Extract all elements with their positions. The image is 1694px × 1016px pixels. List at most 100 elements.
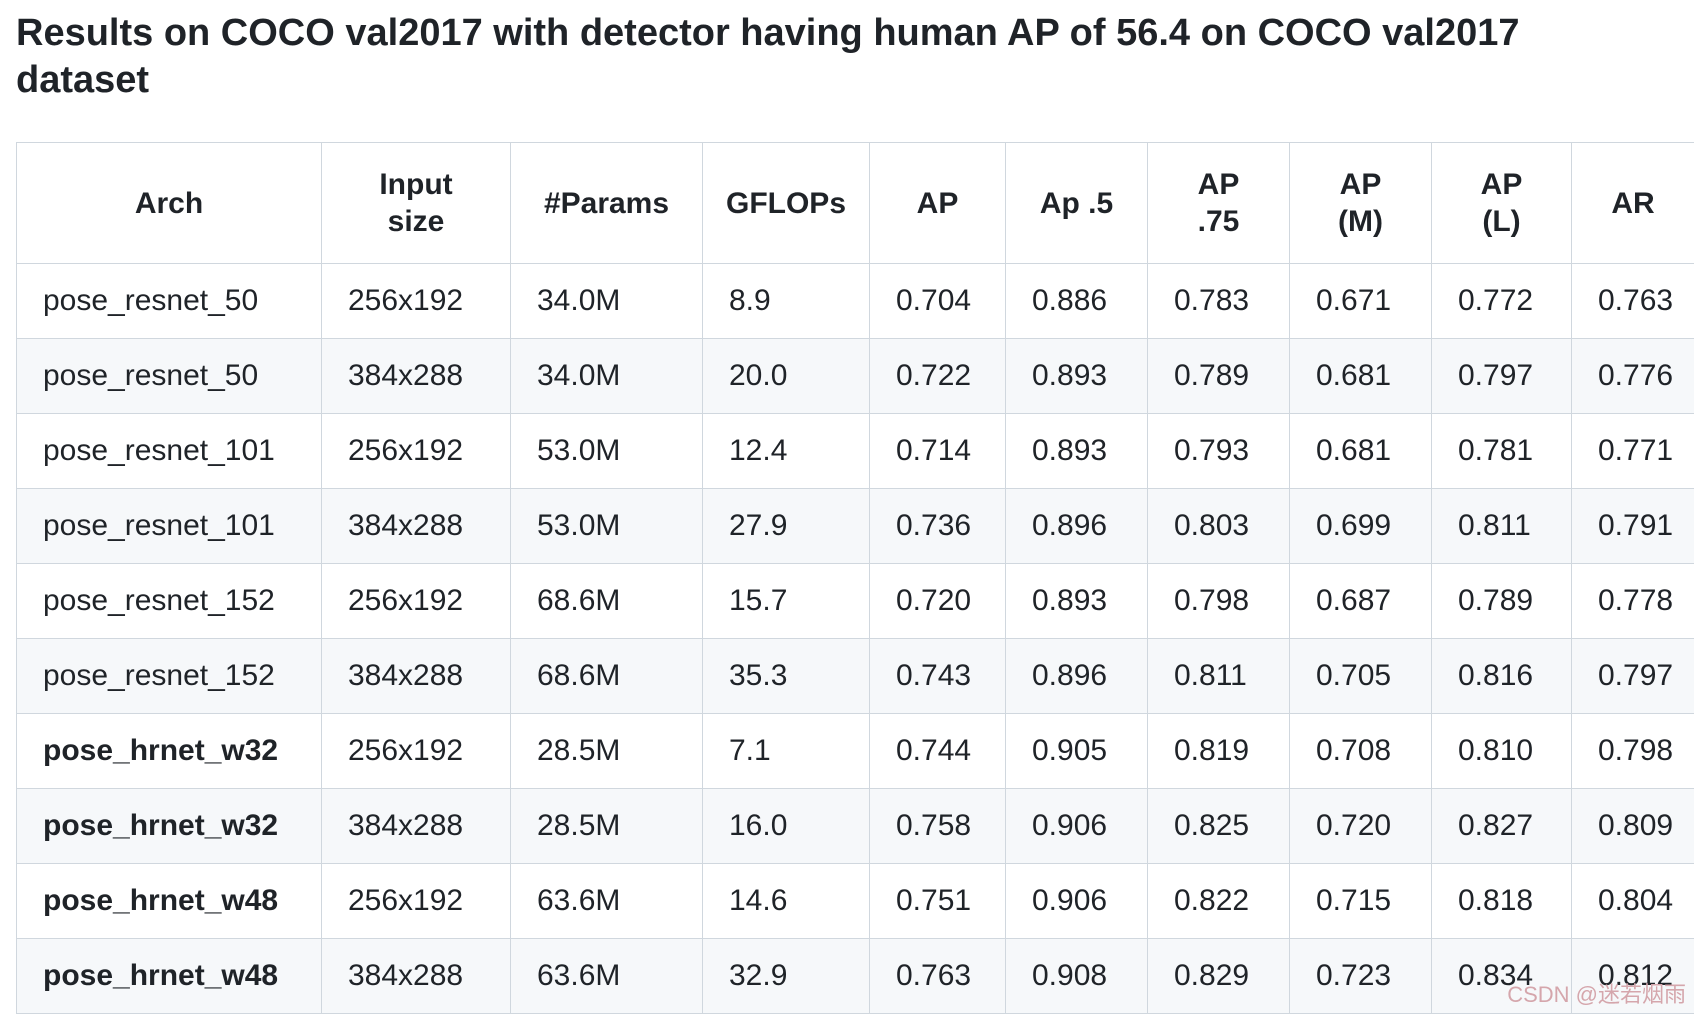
value-cell: 0.829 xyxy=(1148,939,1290,1014)
value-cell: 384x288 xyxy=(322,339,511,414)
value-cell: 0.778 xyxy=(1572,564,1694,639)
value-cell: 0.803 xyxy=(1148,489,1290,564)
value-cell: 256x192 xyxy=(322,414,511,489)
column-header-params: #Params xyxy=(511,143,703,264)
value-cell: 0.793 xyxy=(1148,414,1290,489)
arch-cell: pose_resnet_50 xyxy=(17,339,322,414)
value-cell: 0.751 xyxy=(870,864,1006,939)
value-cell: 0.809 xyxy=(1572,789,1694,864)
value-cell: 34.0M xyxy=(511,264,703,339)
value-cell: 0.893 xyxy=(1006,339,1148,414)
value-cell: 0.763 xyxy=(870,939,1006,1014)
value-cell: 0.896 xyxy=(1006,639,1148,714)
arch-cell: pose_resnet_152 xyxy=(17,639,322,714)
column-header-ap-m: AP (M) xyxy=(1290,143,1432,264)
value-cell: 34.0M xyxy=(511,339,703,414)
value-cell: 0.804 xyxy=(1572,864,1694,939)
arch-cell: pose_resnet_101 xyxy=(17,414,322,489)
value-cell: 63.6M xyxy=(511,864,703,939)
value-cell: 20.0 xyxy=(703,339,870,414)
value-cell: 63.6M xyxy=(511,939,703,1014)
arch-cell: pose_hrnet_w48 xyxy=(17,864,322,939)
value-cell: 0.743 xyxy=(870,639,1006,714)
value-cell: 0.781 xyxy=(1432,414,1572,489)
table-header: Arch Input size #Params GFLOPs AP Ap .5 … xyxy=(17,143,1694,264)
value-cell: 0.893 xyxy=(1006,564,1148,639)
value-cell: 0.798 xyxy=(1572,714,1694,789)
value-cell: 0.744 xyxy=(870,714,1006,789)
column-header-ap75: AP .75 xyxy=(1148,143,1290,264)
value-cell: 68.6M xyxy=(511,639,703,714)
value-cell: 0.798 xyxy=(1148,564,1290,639)
document-content: Results on COCO val2017 with detector ha… xyxy=(16,10,1694,1014)
value-cell: 27.9 xyxy=(703,489,870,564)
value-cell: 0.886 xyxy=(1006,264,1148,339)
value-cell: 32.9 xyxy=(703,939,870,1014)
value-cell: 0.723 xyxy=(1290,939,1432,1014)
arch-cell: pose_hrnet_w32 xyxy=(17,789,322,864)
value-cell: 8.9 xyxy=(703,264,870,339)
value-cell: 0.772 xyxy=(1432,264,1572,339)
value-cell: 12.4 xyxy=(703,414,870,489)
value-cell: 53.0M xyxy=(511,414,703,489)
value-cell: 0.758 xyxy=(870,789,1006,864)
value-cell: 0.818 xyxy=(1432,864,1572,939)
value-cell: 0.825 xyxy=(1148,789,1290,864)
watermark: CSDN @迷若烟雨 xyxy=(1507,982,1686,1008)
value-cell: 7.1 xyxy=(703,714,870,789)
value-cell: 0.819 xyxy=(1148,714,1290,789)
value-cell: 0.896 xyxy=(1006,489,1148,564)
value-cell: 0.776 xyxy=(1572,339,1694,414)
results-table: Arch Input size #Params GFLOPs AP Ap .5 … xyxy=(16,142,1694,1014)
arch-cell: pose_resnet_101 xyxy=(17,489,322,564)
column-header-ap: AP xyxy=(870,143,1006,264)
value-cell: 0.827 xyxy=(1432,789,1572,864)
value-cell: 0.720 xyxy=(1290,789,1432,864)
value-cell: 0.720 xyxy=(870,564,1006,639)
value-cell: 256x192 xyxy=(322,564,511,639)
value-cell: 28.5M xyxy=(511,789,703,864)
value-cell: 68.6M xyxy=(511,564,703,639)
value-cell: 0.908 xyxy=(1006,939,1148,1014)
value-cell: 0.704 xyxy=(870,264,1006,339)
value-cell: 384x288 xyxy=(322,489,511,564)
column-header-gflops: GFLOPs xyxy=(703,143,870,264)
value-cell: 0.791 xyxy=(1572,489,1694,564)
value-cell: 0.705 xyxy=(1290,639,1432,714)
value-cell: 0.708 xyxy=(1290,714,1432,789)
value-cell: 53.0M xyxy=(511,489,703,564)
value-cell: 15.7 xyxy=(703,564,870,639)
value-cell: 28.5M xyxy=(511,714,703,789)
value-cell: 0.905 xyxy=(1006,714,1148,789)
value-cell: 16.0 xyxy=(703,789,870,864)
value-cell: 0.714 xyxy=(870,414,1006,489)
value-cell: 0.715 xyxy=(1290,864,1432,939)
value-cell: 0.893 xyxy=(1006,414,1148,489)
column-header-ar: AR xyxy=(1572,143,1694,264)
column-header-ap-l: AP (L) xyxy=(1432,143,1572,264)
value-cell: 0.811 xyxy=(1432,489,1572,564)
value-cell: 0.681 xyxy=(1290,414,1432,489)
value-cell: 14.6 xyxy=(703,864,870,939)
value-cell: 0.783 xyxy=(1148,264,1290,339)
value-cell: 0.671 xyxy=(1290,264,1432,339)
value-cell: 35.3 xyxy=(703,639,870,714)
value-cell: 0.906 xyxy=(1006,789,1148,864)
value-cell: 0.811 xyxy=(1148,639,1290,714)
arch-cell: pose_resnet_152 xyxy=(17,564,322,639)
arch-cell: pose_hrnet_w32 xyxy=(17,714,322,789)
value-cell: 0.797 xyxy=(1432,339,1572,414)
value-cell: 0.687 xyxy=(1290,564,1432,639)
column-header-input-size: Input size xyxy=(322,143,511,264)
value-cell: 0.797 xyxy=(1572,639,1694,714)
